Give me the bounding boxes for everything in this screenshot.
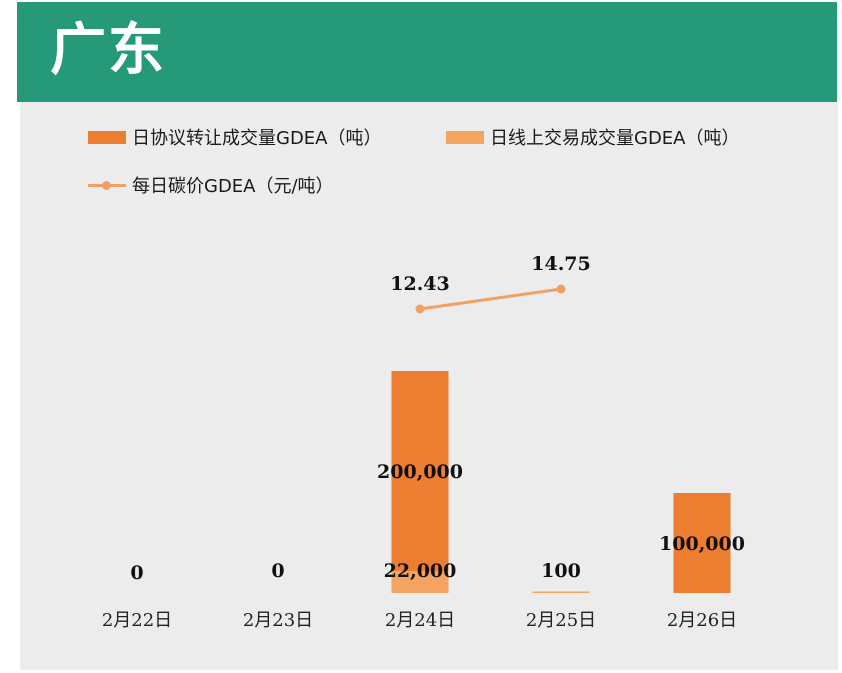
x-tick-label-0: 2月22日 — [102, 610, 172, 631]
legend-label-price: 每日碳价GDEA（元/吨） — [132, 176, 334, 197]
legend-item-agreement: 日协议转让成交量GDEA（吨） — [88, 124, 382, 150]
legend-label-agreement: 日协议转让成交量GDEA（吨） — [132, 128, 382, 149]
price-point-3 — [556, 284, 566, 294]
x-tick-label-2: 2月24日 — [385, 610, 455, 631]
data-label-online-3: 100 — [541, 560, 581, 582]
data-label-agreement-2: 200,000 — [377, 461, 463, 483]
bar-agreement-2 — [391, 371, 449, 571]
data-label-price-2: 12.43 — [390, 273, 450, 295]
legend-item-online: 日线上交易成交量GDEA（吨） — [446, 124, 740, 150]
bar-online-2 — [391, 571, 449, 593]
price-point-2 — [415, 304, 425, 314]
legend-swatch-agreement — [88, 130, 126, 144]
x-tick-label-4: 2月26日 — [667, 610, 737, 631]
data-label-price-3: 14.75 — [531, 253, 591, 275]
page-title: 广东 — [50, 18, 166, 83]
data-label-online-2: 22,000 — [384, 560, 457, 582]
data-label-agreement-4: 100,000 — [659, 533, 745, 555]
data-label-agreement-0: 0 — [130, 562, 143, 584]
price-line — [419, 287, 562, 311]
data-label-agreement-1: 0 — [271, 560, 284, 582]
header-bar: 广东 — [17, 2, 837, 102]
legend-swatch-online — [446, 130, 484, 144]
x-tick-label-1: 2月23日 — [243, 610, 313, 631]
bar-agreement-4 — [673, 493, 731, 593]
bar-online-3 — [532, 591, 590, 593]
legend-swatch-price — [88, 179, 126, 192]
x-tick-label-3: 2月25日 — [526, 610, 596, 631]
legend-item-price: 每日碳价GDEA（元/吨） — [88, 172, 334, 198]
legend-label-online: 日线上交易成交量GDEA（吨） — [490, 128, 740, 149]
